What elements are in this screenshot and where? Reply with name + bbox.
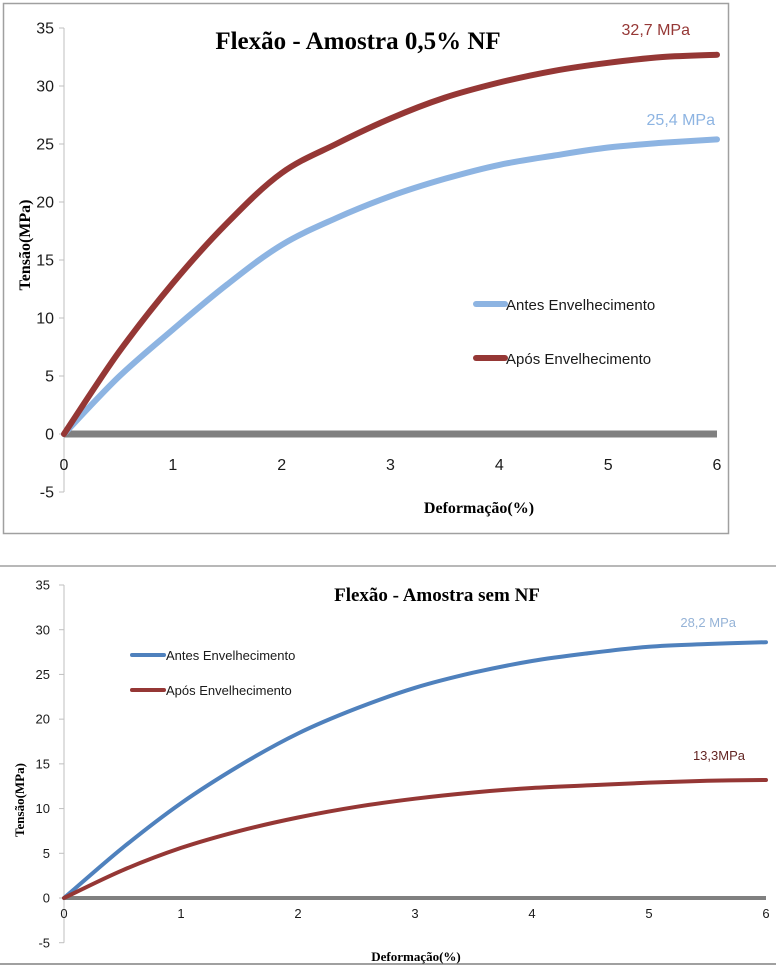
x-tick-label: 4 [495,457,504,474]
chart-flexao-amostra-05-nf: Flexão - Amostra 0,5% NF Deformação(%) T… [2,2,730,535]
y-axis-title: Tensão(MPa) [12,763,27,837]
y-tick-label: -5 [40,485,54,502]
x-tick-label: 3 [411,906,418,921]
legend-label-apos: Após Envelhecimento [506,351,651,368]
x-tick-label: 6 [762,906,769,921]
y-tick-label: 25 [36,137,54,154]
x-axis-title: Deformação(%) [424,500,534,517]
series-line-apos-envelhecimento [62,778,768,900]
chart-frame [2,2,730,535]
x-axis-title: Deformação(%) [371,949,461,964]
x-tick-label: 0 [60,906,67,921]
annotation-layer: 32,7 MPa 25,4 MPa [622,22,716,129]
annotation-apos-max: 13,3MPa [693,748,746,763]
legend: Antes Envelhecimento Após Envelhecimento [130,648,295,698]
x-tick-label: 0 [60,457,69,474]
y-tick-label: 10 [36,801,50,816]
series-line-antes-envelhecimento [62,640,768,900]
y-tick-label: 5 [43,846,50,861]
chart-flexao-amostra-sem-nf: Flexão - Amostra sem NF Deformação(%) Te… [0,565,776,965]
x-tick-label: 1 [168,457,177,474]
annotation-layer: 28,2 MPa 13,3MPa [680,615,745,763]
annotation-antes-max: 28,2 MPa [680,615,736,630]
series-line-apos-envelhecimento [61,51,720,437]
x-tick-label: 4 [528,906,535,921]
legend-label-apos: Após Envelhecimento [166,683,292,698]
x-tick-label: 2 [277,457,286,474]
axes: 35 30 25 20 15 10 5 0 -5 0 1 2 3 4 5 6 [36,21,721,502]
x-tick-label: 3 [386,457,395,474]
y-tick-label: 0 [43,891,50,906]
y-tick-label: 10 [36,311,54,328]
y-tick-label: 20 [36,195,54,212]
y-tick-label: 15 [36,253,54,270]
chart-title: Flexão - Amostra sem NF [334,585,540,606]
y-tick-label: 35 [36,21,54,38]
x-tick-label: 5 [645,906,652,921]
axes: 35 30 25 20 15 10 5 0 -5 0 1 2 3 4 5 6 [36,578,770,951]
y-tick-label: 20 [36,712,50,727]
y-axis-title: Tensão(MPa) [17,200,34,291]
x-tick-label: 5 [604,457,613,474]
y-tick-label: 25 [36,667,50,682]
series-line-antes-envelhecimento [61,136,720,437]
y-tick-label: 35 [36,578,50,593]
legend-label-antes: Antes Envelhecimento [506,297,655,314]
legend: Antes Envelhecimento Após Envelhecimento [473,297,655,368]
annotation-apos-max: 32,7 MPa [622,22,691,39]
y-tick-label: 0 [45,427,54,444]
legend-label-antes: Antes Envelhecimento [166,648,295,663]
x-tick-label: 6 [713,457,722,474]
y-tick-label: 15 [36,756,50,771]
x-tick-label: 2 [294,906,301,921]
chart-title: Flexão - Amostra 0,5% NF [215,28,500,55]
x-tick-label: 1 [177,906,184,921]
y-tick-label: 5 [45,369,54,386]
y-tick-label: 30 [36,622,50,637]
series-layer [62,640,768,900]
annotation-antes-max: 25,4 MPa [647,112,716,129]
y-tick-label: 30 [36,79,54,96]
series-layer [61,51,720,438]
y-tick-label: -5 [38,935,50,950]
